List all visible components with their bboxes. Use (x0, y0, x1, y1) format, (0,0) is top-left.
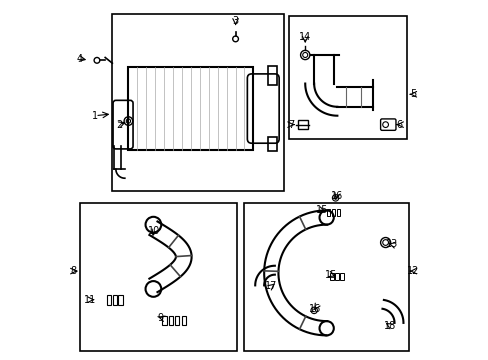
Bar (175, 316, 179, 325)
Text: 15: 15 (316, 205, 328, 215)
Bar (267, 137, 276, 152)
Text: 14: 14 (299, 32, 311, 42)
Bar (244, 203, 408, 351)
Bar (168, 316, 173, 325)
Bar (107, 295, 111, 305)
Bar (80, 203, 237, 351)
Text: 5: 5 (409, 89, 415, 99)
Bar (288, 16, 406, 139)
Text: 10: 10 (148, 226, 160, 236)
Bar (128, 67, 253, 150)
Bar (331, 208, 335, 216)
Text: 16: 16 (330, 191, 342, 201)
Text: 13: 13 (385, 239, 397, 249)
Text: 3: 3 (232, 16, 238, 26)
Bar (118, 295, 122, 305)
Text: 11: 11 (84, 295, 96, 305)
Text: 6: 6 (396, 120, 402, 130)
Text: 16: 16 (308, 303, 321, 314)
Bar (336, 208, 340, 216)
Text: 12: 12 (406, 266, 418, 276)
Bar (162, 316, 166, 325)
Text: 15: 15 (324, 270, 336, 280)
Bar (267, 66, 276, 85)
Bar (326, 208, 329, 216)
Text: 4: 4 (76, 54, 82, 64)
Bar (181, 316, 185, 325)
Text: 7: 7 (287, 120, 293, 130)
Text: 17: 17 (264, 282, 277, 292)
Text: 2: 2 (116, 120, 122, 130)
Text: 9: 9 (157, 312, 163, 323)
Text: 18: 18 (384, 321, 396, 331)
Bar (112, 295, 117, 305)
Text: 1: 1 (92, 111, 98, 121)
Bar (112, 14, 283, 191)
Bar (335, 273, 338, 280)
Text: 8: 8 (71, 266, 77, 276)
Bar (329, 273, 333, 280)
Bar (340, 273, 343, 280)
